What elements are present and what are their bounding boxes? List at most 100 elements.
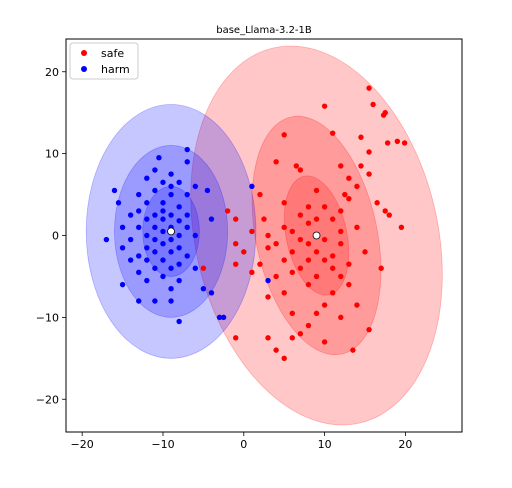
point-harm xyxy=(184,224,190,231)
point-safe xyxy=(273,273,279,280)
chart-title: base_Llama-3.2-1B xyxy=(216,25,312,36)
point-harm xyxy=(184,191,190,198)
point-harm xyxy=(168,191,174,198)
point-harm xyxy=(168,265,174,271)
point-safe xyxy=(354,224,360,231)
point-safe xyxy=(297,212,304,218)
point-harm xyxy=(144,232,150,239)
point-harm xyxy=(216,314,223,321)
point-harm xyxy=(204,187,211,194)
x-tick-label: −10 xyxy=(151,438,174,451)
point-safe xyxy=(297,331,304,337)
point-harm xyxy=(220,314,227,321)
point-harm xyxy=(152,249,158,255)
point-safe xyxy=(305,281,312,288)
point-safe xyxy=(346,175,352,181)
point-harm xyxy=(160,179,166,185)
point-harm xyxy=(192,232,199,239)
point-harm xyxy=(119,245,126,251)
point-safe xyxy=(350,347,356,353)
point-harm xyxy=(144,200,150,206)
point-safe xyxy=(338,273,344,280)
point-safe xyxy=(265,232,271,239)
centroid-safe xyxy=(312,231,321,240)
point-safe xyxy=(297,236,304,243)
point-harm xyxy=(168,236,174,243)
point-safe xyxy=(281,257,287,263)
point-safe xyxy=(257,261,263,267)
point-safe xyxy=(321,236,328,243)
point-harm xyxy=(127,236,134,243)
point-safe xyxy=(366,326,372,333)
point-safe xyxy=(321,339,328,345)
y-tick-label: 20 xyxy=(45,66,59,79)
point-safe xyxy=(273,240,279,247)
point-safe xyxy=(362,249,368,255)
point-safe xyxy=(313,310,320,316)
point-safe xyxy=(281,355,287,362)
point-harm xyxy=(184,146,190,153)
point-safe xyxy=(305,204,312,210)
point-safe xyxy=(329,265,336,271)
point-harm xyxy=(160,228,166,235)
point-safe xyxy=(338,228,344,235)
point-safe xyxy=(305,257,312,263)
point-safe xyxy=(338,240,344,247)
point-safe xyxy=(358,134,364,140)
point-harm xyxy=(144,257,150,263)
point-safe xyxy=(273,159,279,165)
y-tick-label: 0 xyxy=(52,230,59,243)
point-safe xyxy=(354,302,360,308)
point-safe xyxy=(265,294,271,300)
point-safe xyxy=(384,140,391,146)
point-harm xyxy=(176,318,182,325)
points-layer xyxy=(103,85,408,362)
point-harm xyxy=(249,183,255,190)
x-tick-label: 20 xyxy=(398,438,412,451)
point-harm xyxy=(168,249,174,255)
point-safe xyxy=(305,322,312,329)
point-harm xyxy=(176,277,182,284)
point-safe xyxy=(289,228,295,235)
point-safe xyxy=(313,216,320,222)
point-harm xyxy=(176,179,182,185)
y-tick-label: −20 xyxy=(36,393,59,406)
point-safe xyxy=(342,191,348,198)
point-harm xyxy=(127,212,134,218)
point-harm xyxy=(184,253,190,259)
point-harm xyxy=(160,216,166,222)
point-harm xyxy=(176,261,182,267)
point-harm xyxy=(160,200,166,206)
point-harm xyxy=(144,175,150,181)
point-safe xyxy=(289,269,295,276)
point-harm xyxy=(168,171,174,177)
point-safe xyxy=(257,191,263,198)
point-safe xyxy=(398,224,405,231)
point-safe xyxy=(346,261,352,267)
point-harm xyxy=(184,159,190,165)
point-harm xyxy=(127,257,134,263)
point-safe xyxy=(224,208,231,214)
point-safe xyxy=(289,335,295,341)
point-harm xyxy=(152,187,158,194)
point-safe xyxy=(313,249,320,255)
point-safe xyxy=(233,261,239,267)
point-safe xyxy=(249,269,255,276)
point-safe xyxy=(382,208,388,214)
point-safe xyxy=(233,216,239,222)
point-safe xyxy=(366,171,372,177)
point-harm xyxy=(136,269,142,276)
point-safe xyxy=(305,220,312,226)
point-harm xyxy=(152,298,158,304)
point-safe xyxy=(249,228,255,235)
point-harm xyxy=(103,236,110,243)
point-safe xyxy=(233,240,239,247)
point-safe xyxy=(374,200,380,206)
point-harm xyxy=(136,298,142,304)
point-safe xyxy=(293,163,300,169)
point-safe xyxy=(273,347,279,353)
point-harm xyxy=(208,290,215,296)
point-safe xyxy=(338,314,344,321)
legend-label-harm: harm xyxy=(101,63,130,76)
point-safe xyxy=(386,212,392,218)
